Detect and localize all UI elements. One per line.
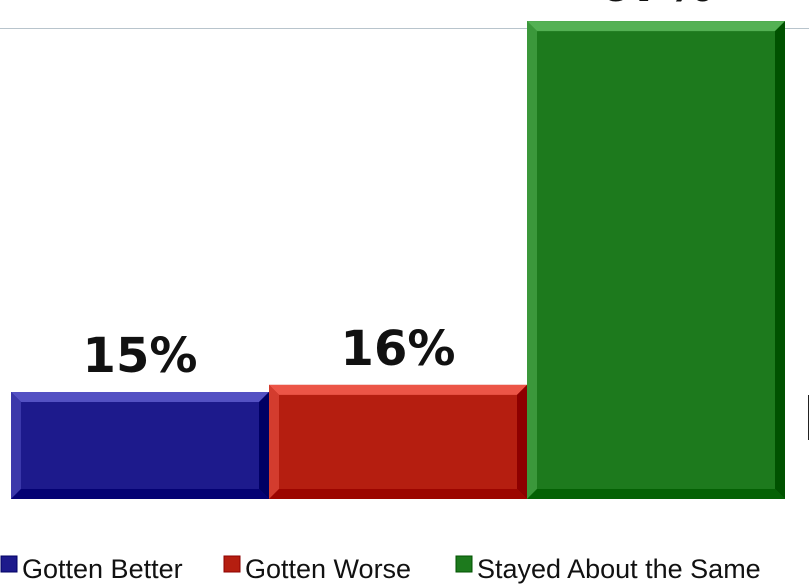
bar-body xyxy=(527,21,785,500)
data-label-gotten-worse: 16% xyxy=(341,321,456,377)
bar-bevel-right xyxy=(517,384,527,499)
bar-bevel-top xyxy=(527,21,785,32)
bar-gotten-better xyxy=(11,392,269,499)
bar-bevel-left xyxy=(527,21,537,499)
legend-swatch xyxy=(0,555,18,573)
bar-body xyxy=(269,384,527,499)
bar-gotten-worse xyxy=(269,384,527,499)
bar-bevel-bottom xyxy=(11,489,269,499)
data-label-stayed-about-the-same: 67% xyxy=(599,0,714,13)
bar-bevel-top xyxy=(269,384,527,395)
bars-layer xyxy=(11,21,785,500)
bar-bevel-left xyxy=(11,392,21,499)
legend-item-gotten-worse: Gotten Worse xyxy=(223,554,411,584)
legend-label: Gotten Worse xyxy=(245,554,411,584)
data-labels-layer: 15% 16% 67% xyxy=(83,0,714,384)
legend-swatch xyxy=(455,555,473,573)
bar-bevel-left xyxy=(269,384,279,499)
legend-label: Stayed About the Same xyxy=(477,554,761,584)
bar-bevel-right xyxy=(259,392,269,499)
legend-label: Gotten Better xyxy=(22,554,183,584)
legend: Gotten Better Gotten Worse Stayed About th… xyxy=(0,554,761,584)
bar-bevel-right xyxy=(775,21,785,499)
bar-stayed-about-the-same xyxy=(527,21,785,500)
legend-swatch xyxy=(223,555,241,573)
data-label-gotten-better: 15% xyxy=(83,328,198,384)
bar-bevel-bottom xyxy=(269,489,527,499)
bar-bevel-bottom xyxy=(527,489,785,499)
legend-item-stayed-about-the-same: Stayed About the Same xyxy=(455,554,761,584)
bar-body xyxy=(11,392,269,499)
legend-item-gotten-better: Gotten Better xyxy=(0,554,183,584)
bar-bevel-top xyxy=(11,392,269,402)
